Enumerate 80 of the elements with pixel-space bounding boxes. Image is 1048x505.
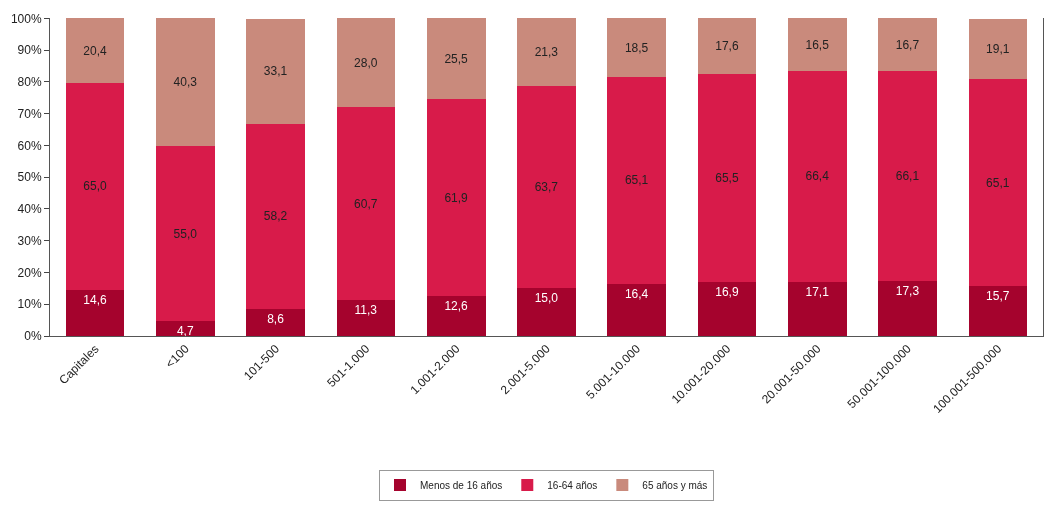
data-label: 11,3 — [354, 303, 378, 318]
data-label: 12,6 — [444, 298, 469, 313]
y-tick-label: 0% — [24, 329, 42, 344]
bar — [517, 18, 576, 86]
bar — [517, 288, 576, 336]
bar — [697, 282, 757, 336]
bar — [336, 18, 396, 108]
y-tick-label: 70% — [17, 106, 42, 121]
data-label: 17,6 — [715, 39, 739, 54]
bar — [878, 71, 937, 282]
y-tick-label: 10% — [17, 297, 42, 312]
data-label: 16,7 — [895, 37, 920, 52]
bar — [607, 77, 667, 284]
data-label: 25,5 — [444, 51, 469, 66]
data-label: 20,4 — [83, 43, 107, 58]
data-label: 18,5 — [624, 40, 649, 55]
y-tick-label: 30% — [17, 233, 42, 248]
data-label: 15,7 — [986, 289, 1010, 304]
bar — [336, 300, 396, 336]
bar — [246, 308, 306, 336]
bar — [336, 107, 396, 301]
y-tick-label: 50% — [17, 170, 42, 185]
bar — [878, 18, 937, 72]
data-label: 65,1 — [624, 173, 649, 188]
data-label: 19,1 — [986, 41, 1010, 56]
bar — [65, 289, 125, 336]
bar — [426, 295, 486, 336]
data-label: 17,3 — [895, 284, 920, 299]
data-label: 28,0 — [354, 55, 378, 70]
data-label: 21,3 — [534, 45, 559, 60]
bar — [697, 74, 757, 283]
bar — [156, 18, 215, 147]
y-tick-label: 20% — [17, 265, 42, 280]
y-tick-label: 100% — [10, 11, 42, 26]
data-label: 40,3 — [173, 75, 198, 90]
data-label: 4,7 — [176, 324, 194, 339]
bar — [246, 18, 306, 124]
legend-label: 65 años y más — [642, 479, 708, 491]
data-label: 61,9 — [444, 190, 469, 205]
bar — [156, 146, 215, 322]
bar — [968, 79, 1028, 287]
bar — [787, 70, 847, 282]
data-label: 15,0 — [534, 291, 559, 306]
data-label: 58,2 — [263, 209, 288, 224]
data-label: 16,4 — [624, 286, 649, 301]
bar — [878, 281, 937, 336]
bar — [787, 281, 847, 336]
data-label: 55,0 — [173, 226, 198, 241]
legend-label: 16-64 años — [547, 479, 598, 491]
bar — [65, 18, 125, 84]
data-label: 33,1 — [263, 64, 288, 79]
bar — [607, 18, 667, 78]
data-label: 65,1 — [986, 175, 1010, 190]
data-label: 16,9 — [715, 285, 739, 300]
bar — [65, 83, 125, 290]
y-tick-label: 90% — [17, 43, 42, 58]
data-label: 65,5 — [715, 171, 739, 186]
bar — [968, 18, 1028, 80]
data-label: 17,1 — [805, 284, 830, 299]
data-label: 65,0 — [83, 179, 107, 194]
data-label: 63,7 — [534, 180, 559, 195]
bar — [426, 99, 486, 296]
data-label: 66,1 — [895, 169, 920, 184]
y-tick-label: 60% — [17, 138, 42, 153]
data-label: 8,6 — [267, 311, 285, 326]
bar — [246, 123, 306, 309]
bar — [787, 18, 847, 71]
bar — [968, 286, 1028, 336]
data-label: 60,7 — [354, 196, 378, 211]
data-label: 16,5 — [805, 37, 830, 52]
bar — [426, 18, 486, 100]
data-label: 66,4 — [805, 169, 830, 184]
legend-label: Menos de 16 años — [420, 479, 503, 491]
bar — [697, 18, 757, 75]
y-tick-label: 40% — [17, 202, 42, 217]
y-tick-label: 80% — [17, 75, 42, 90]
bar — [517, 85, 576, 289]
data-label: 14,6 — [83, 292, 107, 307]
bar — [156, 321, 215, 336]
bar — [607, 283, 667, 336]
